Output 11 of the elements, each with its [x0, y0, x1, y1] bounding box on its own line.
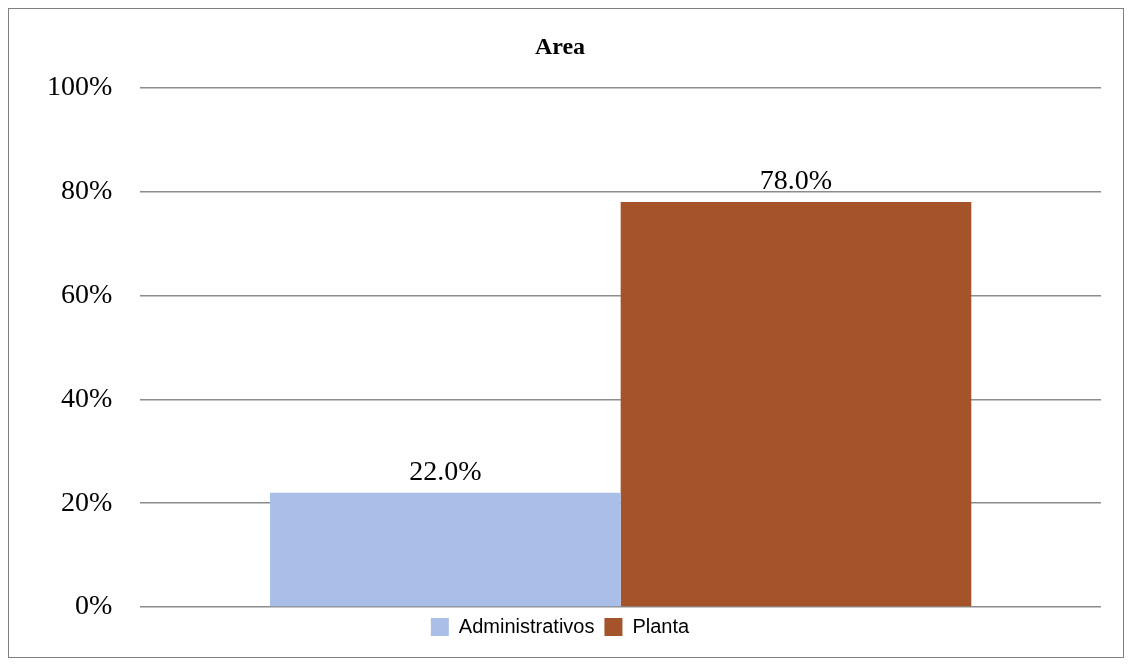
y-tick-label: 40%: [61, 381, 113, 413]
y-tick-label: 60%: [61, 277, 113, 309]
chart-title: Area: [534, 32, 586, 59]
data-label: 78.0%: [759, 164, 833, 196]
y-tick-label: 80%: [61, 174, 113, 205]
y-tick-label: 100%: [47, 70, 113, 102]
y-tick-label: 20%: [61, 485, 113, 517]
legend-label: Planta: [632, 614, 691, 637]
data-label: 22.0%: [409, 455, 482, 487]
y-tick-label: 0%: [75, 589, 113, 621]
legend-label: Administrativos: [458, 614, 595, 637]
